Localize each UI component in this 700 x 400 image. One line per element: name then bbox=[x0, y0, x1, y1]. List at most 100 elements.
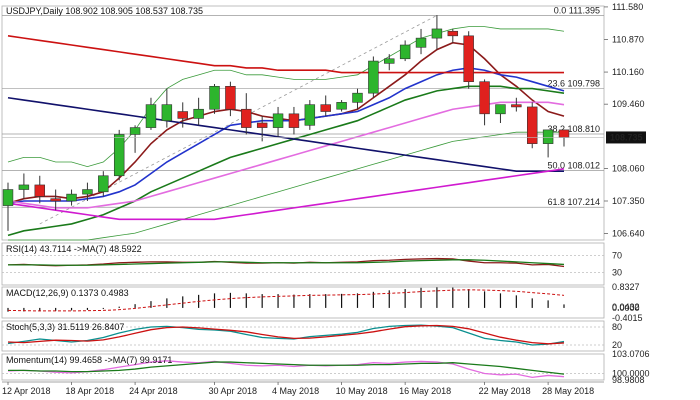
fib-level-label: 23.6 109.798 bbox=[547, 79, 600, 89]
candle-body bbox=[66, 193, 77, 202]
candle-body bbox=[241, 108, 252, 128]
candle-body bbox=[384, 58, 395, 64]
price-y-tick-label: 108.060 bbox=[612, 163, 645, 173]
price-y-tick-label: 109.460 bbox=[612, 99, 645, 109]
candle-body bbox=[511, 104, 522, 108]
price-panel: 111.580 110.870 110.160 109.460 108.060 107.3… bbox=[2, 2, 646, 241]
macd-y-tick-label: -0.4015 bbox=[612, 313, 643, 323]
candle-body bbox=[336, 102, 347, 110]
momentum-y-tick-label: 100.0000 bbox=[612, 369, 650, 379]
candle-body bbox=[256, 122, 268, 128]
fib-level-label: 61.8 107.214 bbox=[547, 197, 600, 207]
price-panel-frame bbox=[1, 5, 605, 241]
candle-body bbox=[34, 184, 45, 197]
moving-average-line bbox=[7, 168, 565, 221]
x-axis-tick-label: 28 May 2018 bbox=[542, 386, 594, 396]
macd-y-tick-label: 0.0432 bbox=[612, 302, 640, 312]
momentum-y-tick-label: 103.0706 bbox=[612, 349, 650, 359]
candle-body bbox=[177, 111, 188, 119]
candle-body bbox=[2, 189, 14, 206]
candle-body bbox=[431, 28, 443, 39]
rsi-series-line bbox=[8, 259, 565, 266]
current-price-label: 108.735 bbox=[610, 132, 643, 142]
x-axis-tick-label: 12 Apr 2018 bbox=[2, 386, 51, 396]
candle-body bbox=[368, 60, 379, 94]
candle-body bbox=[113, 134, 125, 177]
candle-body bbox=[288, 113, 300, 128]
x-axis-tick-label: 22 May 2018 bbox=[479, 386, 531, 396]
price-y-tick-label: 110.870 bbox=[612, 34, 644, 44]
moving-average-line bbox=[7, 101, 565, 209]
candle-body bbox=[209, 85, 220, 110]
macd-panel-frame bbox=[1, 286, 605, 319]
bollinger-lower bbox=[8, 131, 564, 241]
candle-body bbox=[447, 30, 459, 37]
rsi-panel-frame bbox=[1, 242, 605, 286]
stochastic-series-line bbox=[7, 324, 565, 345]
rsi-panel: 70 30 RSI(14) 43.7114 ->MA(7) 48.5922 bbox=[2, 244, 622, 277]
macd-signal-line bbox=[7, 289, 565, 312]
price-y-tick-label: 107.350 bbox=[612, 196, 645, 206]
x-axis-tick-label: 16 May 2018 bbox=[399, 386, 451, 396]
price-y-tick-label: 110.160 bbox=[612, 67, 644, 77]
stochastic-series-line bbox=[7, 324, 565, 346]
candle-body bbox=[18, 184, 30, 190]
macd-y-tick-label: 0.8327 bbox=[612, 282, 640, 292]
stochastic-y-tick-label: 20 bbox=[612, 340, 622, 350]
candle-body bbox=[50, 198, 61, 202]
momentum-y-tick-label: 98.9808 bbox=[612, 375, 645, 385]
price-y-tick-label: 111.580 bbox=[612, 2, 643, 12]
candle-body bbox=[399, 44, 411, 60]
candle-body bbox=[145, 104, 157, 128]
candle-body bbox=[225, 85, 236, 110]
momentum-series-line bbox=[7, 360, 565, 378]
candle-body bbox=[304, 104, 316, 126]
fib-level-label: 50.0 108.012 bbox=[547, 161, 600, 171]
candle-body bbox=[479, 81, 490, 115]
candle-body bbox=[415, 37, 427, 48]
stochastic-panel-title: Stoch(5,3,3) 31.5119 26.8407 bbox=[6, 322, 124, 332]
candle-body bbox=[352, 92, 363, 103]
candle-body bbox=[463, 35, 474, 83]
candle-body bbox=[542, 129, 554, 144]
x-axis-tick-label: 30 Apr 2018 bbox=[209, 386, 258, 396]
stochastic-panel-frame bbox=[1, 320, 605, 352]
x-axis-tick-label: 18 Apr 2018 bbox=[66, 386, 115, 396]
candle-body bbox=[193, 108, 204, 119]
x-axis-tick-label: 4 May 2018 bbox=[272, 386, 319, 396]
rsi-y-tick-label: 70 bbox=[612, 251, 622, 261]
candle-body bbox=[558, 129, 570, 138]
candle-body bbox=[82, 189, 93, 195]
macd-panel-title: MACD(12,26,9) 0.1373 0.4983 bbox=[6, 288, 129, 298]
candle-body bbox=[527, 106, 538, 144]
x-axis: 12 Apr 2018 18 Apr 2018 24 Apr 2018 30 Apr … bbox=[2, 381, 604, 396]
momentum-series-line bbox=[8, 361, 565, 375]
stochastic-panel: 80 20 Stoch(5,3,3) 31.5119 26.8407 bbox=[2, 322, 622, 350]
stochastic-y-tick-label: 80 bbox=[612, 322, 622, 332]
x-axis-tick-label: 10 May 2018 bbox=[336, 386, 388, 396]
bollinger-upper bbox=[7, 26, 565, 168]
moving-average-line bbox=[7, 96, 564, 172]
candle-body bbox=[495, 104, 506, 115]
rsi-y-tick-label: 30 bbox=[612, 267, 622, 277]
candle-body bbox=[161, 104, 173, 122]
momentum-panel-title: Momentum(14) 99.4658 ->MA(7) 99.9171 bbox=[6, 355, 172, 365]
macd-y-tick-label: 0.0000 bbox=[612, 303, 640, 313]
moving-average-line bbox=[7, 85, 565, 237]
price-panel-title: USDJPY,Daily 108.902 108.905 108.537 108… bbox=[6, 6, 203, 16]
candle-body bbox=[129, 127, 141, 135]
candle-body bbox=[272, 113, 284, 128]
momentum-panel-frame bbox=[1, 353, 605, 381]
current-price-box bbox=[606, 131, 646, 144]
fib-level-label: 0.0 111.395 bbox=[554, 5, 600, 15]
price-y-tick-label: 106.640 bbox=[612, 229, 645, 239]
rsi-panel-title: RSI(14) 43.7114 ->MA(7) 48.5922 bbox=[6, 244, 142, 254]
fib-level-label: 38.2 108.810 bbox=[547, 124, 600, 134]
candle-body bbox=[320, 104, 331, 112]
x-axis-tick-label: 24 Apr 2018 bbox=[129, 386, 178, 396]
candle-body bbox=[98, 175, 109, 193]
